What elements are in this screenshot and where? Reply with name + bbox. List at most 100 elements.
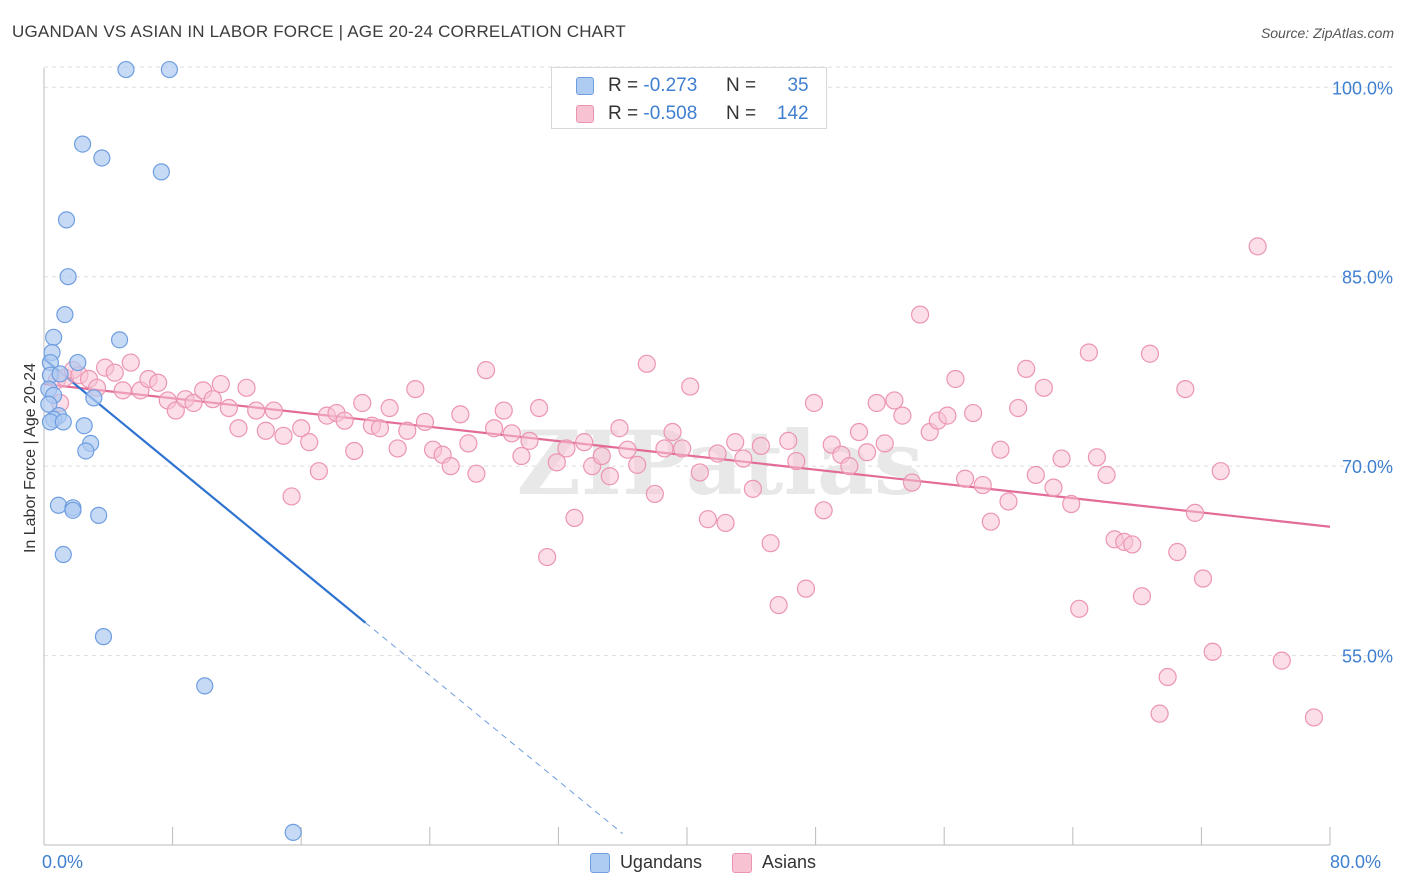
asians-point bbox=[751, 436, 771, 456]
asians-point bbox=[1150, 704, 1169, 723]
asians-point bbox=[796, 579, 816, 598]
asians-point bbox=[1062, 494, 1081, 514]
chart-title: UGANDAN VS ASIAN IN LABOR FORCE | AGE 20… bbox=[12, 22, 626, 41]
asians-point bbox=[991, 440, 1010, 459]
asians-point bbox=[345, 441, 364, 461]
stats-legend: R = -0.273 N = 35 R = -0.508 N = 142 bbox=[551, 67, 827, 129]
asians-point bbox=[840, 457, 859, 476]
asians-point bbox=[955, 469, 975, 488]
asians-point bbox=[282, 487, 301, 506]
asians-point bbox=[274, 426, 293, 445]
r-label: R = bbox=[608, 75, 639, 96]
ugandans-point bbox=[152, 163, 170, 181]
n-value: 35 bbox=[787, 75, 809, 96]
asians-point bbox=[370, 419, 390, 438]
legend-label: Asians bbox=[762, 852, 817, 872]
asians-point bbox=[203, 390, 222, 409]
asians-point bbox=[1070, 599, 1089, 618]
asians-point bbox=[849, 422, 869, 442]
asians-point bbox=[380, 398, 399, 418]
asians-point bbox=[538, 547, 557, 567]
asians-point bbox=[946, 369, 965, 389]
asians-point bbox=[292, 419, 311, 438]
ugandans-point bbox=[45, 328, 63, 346]
asians-point bbox=[804, 393, 824, 413]
legend-label: Ugandans bbox=[619, 852, 703, 872]
ugandans-point bbox=[54, 413, 72, 431]
asians-point bbox=[645, 484, 664, 504]
asians-point bbox=[494, 401, 513, 420]
asians-point bbox=[1185, 503, 1205, 522]
asians-point bbox=[655, 439, 674, 458]
asians-point bbox=[309, 462, 328, 481]
ugandans-point bbox=[110, 331, 129, 349]
asians-point bbox=[113, 381, 132, 400]
asians-point bbox=[1009, 398, 1028, 418]
asians-point bbox=[1017, 359, 1036, 378]
asians-point bbox=[734, 449, 753, 468]
asians-point bbox=[1052, 449, 1071, 468]
axes bbox=[43, 68, 1331, 846]
asians-point bbox=[485, 419, 504, 438]
asians-point bbox=[547, 453, 566, 472]
ugandans-point bbox=[160, 60, 178, 79]
ugandans-point bbox=[196, 677, 214, 695]
ugandans-points bbox=[40, 60, 302, 841]
asians-point bbox=[1034, 378, 1053, 397]
asians-point bbox=[592, 446, 611, 466]
asians-point bbox=[708, 444, 727, 463]
asians-point bbox=[628, 455, 647, 474]
asians-point bbox=[981, 512, 1000, 531]
asians-point bbox=[502, 424, 521, 443]
asians-point bbox=[663, 422, 682, 442]
asians-point bbox=[964, 403, 983, 423]
n-label: N = bbox=[725, 103, 757, 124]
asians-point bbox=[256, 421, 275, 440]
ugandans-point bbox=[117, 60, 135, 79]
asians-point bbox=[938, 406, 957, 425]
gridlines bbox=[44, 66, 1392, 657]
ugandans-point bbox=[54, 545, 72, 564]
ugandans-point bbox=[51, 365, 69, 383]
asians-point bbox=[999, 492, 1018, 511]
r-label: R = bbox=[608, 103, 639, 124]
y-tick-labels: 100.0% 85.0% 70.0% 55.0% bbox=[1332, 78, 1393, 666]
asians-point bbox=[467, 464, 486, 483]
x-tick-label-min: 0.0% bbox=[42, 852, 84, 872]
asians-point bbox=[512, 446, 531, 466]
asians-point bbox=[726, 433, 745, 452]
ugandans-point bbox=[94, 628, 113, 646]
asians-point bbox=[219, 398, 238, 418]
legend-item-asians[interactable]: Asians bbox=[732, 852, 816, 873]
asians-swatch bbox=[576, 105, 594, 123]
asians-point bbox=[264, 401, 283, 420]
asians-point bbox=[1140, 344, 1160, 363]
asians-point bbox=[530, 398, 549, 418]
asians-point bbox=[575, 433, 594, 452]
asians-point bbox=[520, 431, 539, 450]
ugandans-point bbox=[93, 149, 111, 167]
asians-point bbox=[698, 510, 717, 529]
ugandans-point bbox=[49, 496, 68, 514]
ugandans-point bbox=[59, 268, 77, 286]
ugandans-point bbox=[64, 501, 82, 519]
asians-point bbox=[637, 354, 656, 373]
asians-point bbox=[690, 463, 709, 482]
asians-point bbox=[875, 434, 894, 453]
legend-item-ugandans[interactable]: Ugandans bbox=[589, 852, 703, 873]
ugandans-swatch bbox=[589, 852, 610, 873]
asians-point bbox=[1132, 587, 1152, 606]
asians-point bbox=[893, 406, 912, 425]
asians-point bbox=[1272, 651, 1291, 670]
asians-point bbox=[885, 391, 904, 410]
y-tick-label: 85.0% bbox=[1342, 268, 1393, 288]
asians-point bbox=[476, 361, 496, 380]
n-value: 142 bbox=[776, 103, 809, 124]
asians-point bbox=[681, 377, 700, 396]
asians-point bbox=[910, 305, 930, 324]
asians-point bbox=[1193, 569, 1213, 588]
stats-row-ugandans: R = -0.273 N = 35 bbox=[576, 74, 809, 98]
y-tick-label: 55.0% bbox=[1342, 647, 1393, 667]
series-legend: Ugandans Asians bbox=[0, 852, 1406, 873]
